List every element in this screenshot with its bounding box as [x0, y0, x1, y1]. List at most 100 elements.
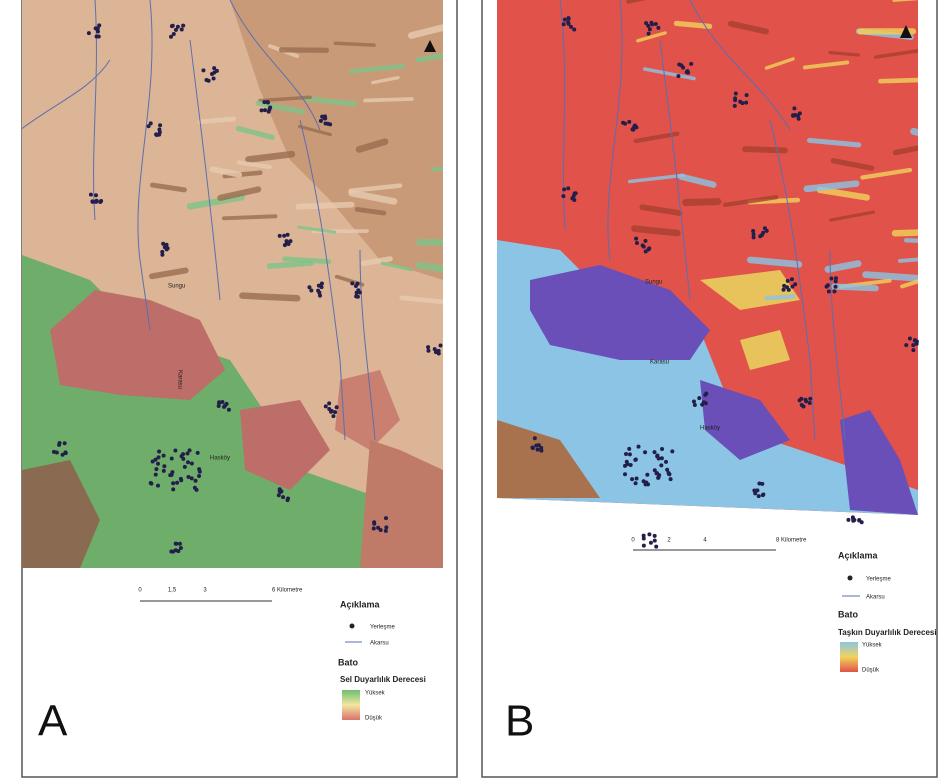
settlement: [384, 525, 388, 529]
settlement: [162, 464, 166, 468]
settlement: [757, 494, 761, 498]
settlement: [170, 456, 174, 460]
settlement: [654, 545, 658, 549]
settlement: [227, 408, 231, 412]
settlement: [157, 450, 161, 454]
settlement: [158, 123, 162, 127]
scale-label: 4: [703, 538, 707, 544]
settlement: [654, 22, 658, 26]
settlement: [913, 338, 917, 342]
place-label: Karasu: [650, 360, 669, 366]
settlement: [170, 470, 174, 474]
relief-streak: [906, 240, 940, 241]
settlement: [808, 401, 812, 405]
settlement: [171, 487, 175, 491]
scale-label: 2: [667, 538, 671, 544]
settlement: [637, 445, 641, 449]
settlement: [317, 284, 321, 288]
settlement: [908, 337, 912, 341]
settlement: [574, 191, 578, 195]
place-label: Hasköy: [210, 456, 230, 462]
settlement: [372, 520, 376, 524]
legend-item: Yerleşme: [866, 577, 891, 583]
settlement: [223, 404, 227, 408]
settlement: [631, 128, 635, 132]
settlement: [782, 288, 786, 292]
settlement: [911, 348, 915, 352]
relief-streak: [242, 296, 297, 299]
settlement: [179, 477, 183, 481]
settlement: [204, 78, 208, 82]
settlement: [317, 291, 321, 295]
settlement: [173, 449, 177, 453]
settlement: [437, 349, 441, 353]
settlement: [834, 285, 838, 289]
legend-ramp-title: Sel Duyarlılık Derecesi: [340, 675, 426, 684]
settlement: [175, 481, 179, 485]
settlement: [740, 101, 744, 105]
settlement: [826, 283, 830, 287]
settlement: [628, 452, 632, 456]
settlement: [642, 479, 646, 483]
settlement: [653, 539, 657, 543]
settlement: [530, 446, 534, 450]
settlement: [656, 26, 660, 30]
settlement: [194, 479, 198, 483]
settlement: [808, 397, 812, 401]
settlement: [97, 34, 101, 38]
settlement: [61, 453, 65, 457]
settlement: [169, 35, 173, 39]
settlement: [627, 120, 631, 124]
settlement: [642, 544, 646, 548]
settlement: [89, 193, 93, 197]
settlement: [653, 450, 657, 454]
scale-label: 0: [138, 588, 142, 594]
settlement: [755, 488, 759, 492]
settlement: [534, 443, 538, 447]
settlement: [286, 233, 290, 237]
place-label: Sungu: [168, 284, 185, 290]
legend-symbol: [848, 576, 853, 581]
settlement: [669, 477, 673, 481]
settlement: [851, 516, 855, 520]
settlement: [647, 532, 651, 536]
settlement: [686, 69, 690, 73]
settlement: [634, 481, 638, 485]
settlement: [149, 121, 153, 125]
settlement: [744, 101, 748, 105]
settlement: [384, 516, 388, 520]
settlement: [635, 476, 639, 480]
settlement: [670, 449, 674, 453]
settlement: [288, 239, 292, 243]
settlement: [195, 488, 199, 492]
settlement: [97, 23, 101, 27]
settlement: [533, 436, 537, 440]
settlement: [98, 200, 102, 204]
legend-low: Düşük: [862, 668, 880, 674]
settlement: [642, 537, 646, 541]
settlement: [745, 93, 749, 97]
settlement: [653, 534, 657, 538]
settlement: [183, 465, 187, 469]
settlement: [281, 495, 285, 499]
settlement: [156, 462, 160, 466]
settlement: [263, 108, 267, 112]
settlement: [324, 404, 328, 408]
settlement: [372, 527, 376, 531]
settlement: [693, 403, 697, 407]
settlement: [212, 77, 216, 81]
scale-label: 6 Kilometre: [272, 588, 303, 594]
relief-streak: [750, 260, 799, 265]
settlement: [181, 24, 185, 28]
settlement: [827, 289, 831, 293]
settlement: [643, 239, 647, 243]
settlement: [161, 242, 165, 246]
relief-streak: [686, 202, 718, 203]
legend-ramp: [342, 690, 360, 720]
settlement: [782, 284, 786, 288]
settlement: [689, 62, 693, 66]
legend-title: Açıklama: [340, 599, 381, 609]
settlement: [569, 25, 573, 29]
settlement: [156, 484, 160, 488]
settlement: [681, 66, 685, 70]
